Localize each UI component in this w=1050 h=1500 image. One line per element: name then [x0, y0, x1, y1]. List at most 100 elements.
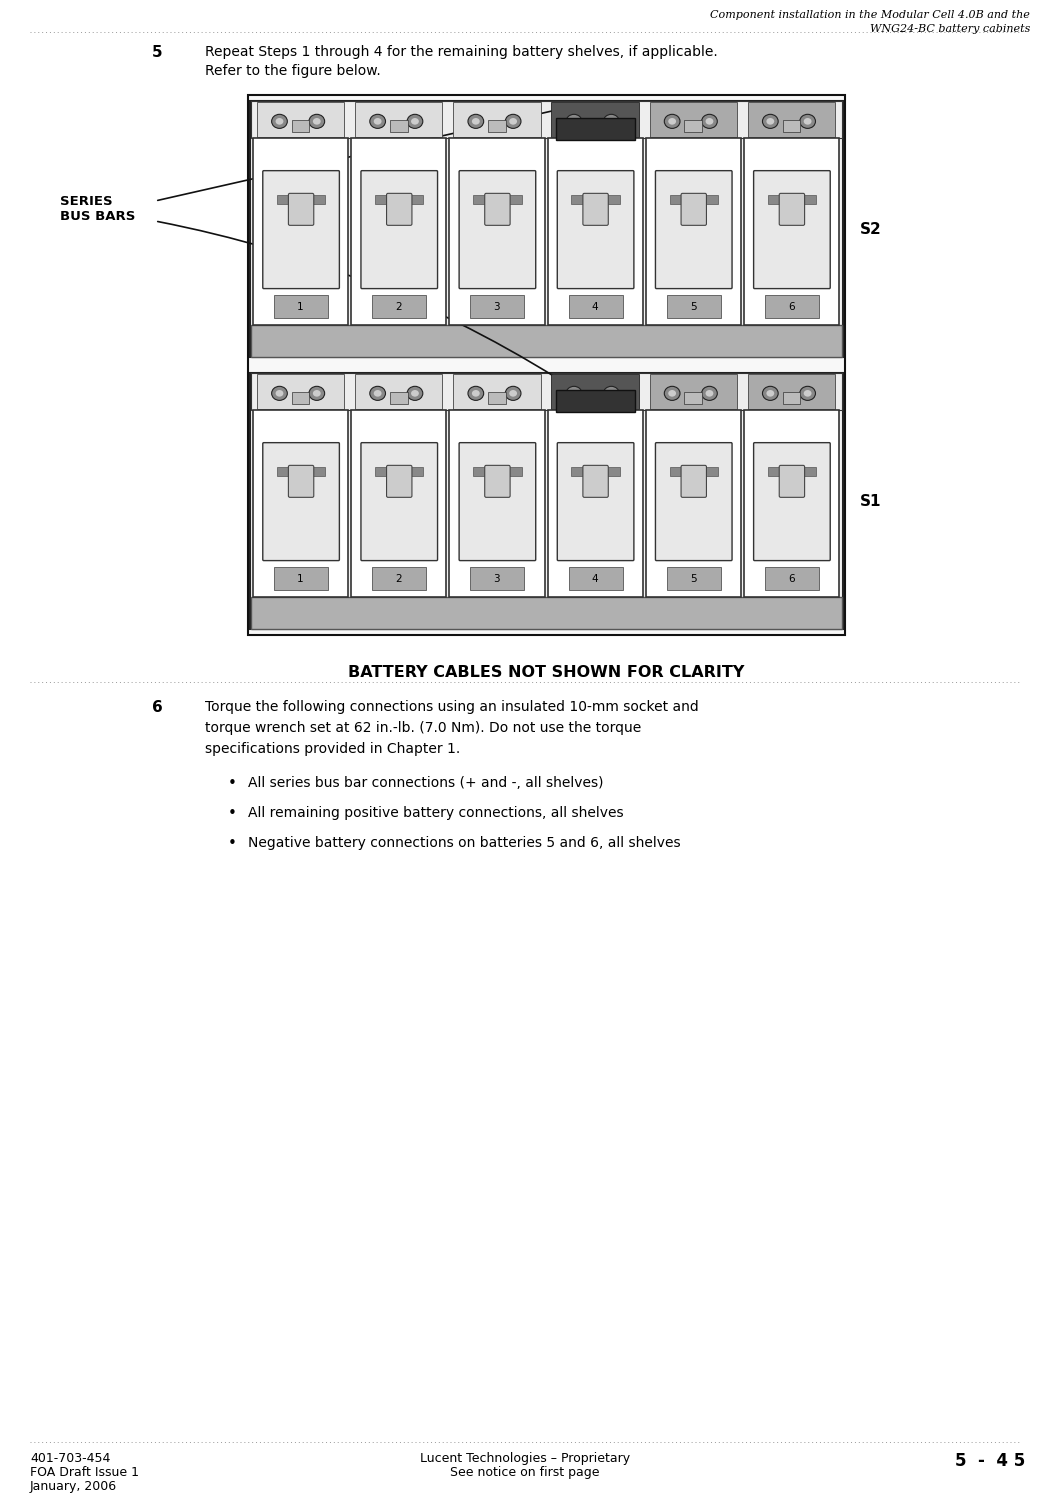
Bar	[646, 410, 741, 597]
Text: 5: 5	[690, 574, 696, 584]
Text: 3: 3	[494, 574, 500, 584]
FancyBboxPatch shape	[459, 171, 536, 288]
FancyBboxPatch shape	[558, 442, 634, 561]
Bar	[488, 392, 506, 405]
FancyBboxPatch shape	[386, 194, 412, 225]
Ellipse shape	[505, 387, 521, 400]
Text: All remaining positive battery connections, all shelves: All remaining positive battery connectio…	[248, 806, 624, 820]
Bar	[373, 567, 426, 590]
FancyBboxPatch shape	[485, 194, 510, 225]
Text: 6: 6	[789, 302, 795, 312]
Bar	[351, 138, 446, 326]
Bar	[685, 120, 702, 132]
Ellipse shape	[607, 390, 615, 396]
Ellipse shape	[762, 114, 778, 129]
Bar	[556, 390, 635, 412]
Bar	[449, 138, 545, 326]
Ellipse shape	[766, 118, 774, 124]
Bar	[556, 117, 635, 140]
Ellipse shape	[566, 387, 582, 400]
Bar	[667, 296, 720, 318]
Text: FOA Draft Issue 1: FOA Draft Issue 1	[30, 1466, 139, 1479]
FancyBboxPatch shape	[681, 194, 707, 225]
Ellipse shape	[706, 118, 713, 124]
Bar	[586, 392, 604, 405]
Ellipse shape	[275, 390, 284, 396]
Text: 4: 4	[592, 302, 598, 312]
Bar	[253, 410, 349, 597]
Bar	[743, 410, 839, 597]
Text: 2: 2	[396, 574, 402, 584]
Bar	[650, 374, 737, 410]
Ellipse shape	[509, 118, 517, 124]
Bar	[375, 195, 423, 204]
Bar	[292, 120, 310, 132]
Ellipse shape	[471, 390, 480, 396]
Bar	[454, 102, 541, 136]
Bar	[488, 120, 506, 132]
Text: 5: 5	[152, 45, 163, 60]
Bar	[782, 392, 800, 405]
Bar	[474, 466, 522, 476]
Bar	[782, 120, 800, 132]
Bar	[251, 597, 842, 628]
Ellipse shape	[370, 114, 385, 129]
Bar	[768, 466, 816, 476]
Bar	[670, 466, 718, 476]
Text: Lucent Technologies – Proprietary: Lucent Technologies – Proprietary	[420, 1452, 630, 1466]
Text: •: •	[228, 806, 237, 820]
Text: 2: 2	[396, 302, 402, 312]
Ellipse shape	[566, 114, 582, 129]
Text: SERIES
BUS BARS: SERIES BUS BARS	[60, 195, 135, 223]
Bar	[449, 410, 545, 597]
FancyBboxPatch shape	[655, 442, 732, 561]
Ellipse shape	[570, 390, 578, 396]
Ellipse shape	[374, 118, 381, 124]
Text: 5: 5	[690, 302, 696, 312]
Text: 4: 4	[592, 574, 598, 584]
Bar	[551, 374, 638, 410]
FancyBboxPatch shape	[289, 465, 314, 498]
Text: 1: 1	[297, 302, 303, 312]
Bar	[250, 374, 843, 628]
FancyBboxPatch shape	[459, 442, 536, 561]
Bar	[764, 296, 819, 318]
Ellipse shape	[407, 387, 423, 400]
Ellipse shape	[374, 390, 381, 396]
Ellipse shape	[766, 390, 774, 396]
Bar	[257, 102, 344, 136]
Bar	[551, 102, 638, 136]
Bar	[569, 567, 623, 590]
Ellipse shape	[570, 118, 578, 124]
Text: All series bus bar connections (+ and -, all shelves): All series bus bar connections (+ and -,…	[248, 776, 604, 790]
Bar	[470, 567, 524, 590]
Ellipse shape	[701, 387, 717, 400]
Ellipse shape	[407, 114, 423, 129]
Bar	[355, 102, 442, 136]
Ellipse shape	[370, 387, 385, 400]
Bar	[355, 374, 442, 410]
Bar	[375, 466, 423, 476]
Bar	[547, 410, 643, 597]
Text: January, 2006: January, 2006	[30, 1480, 118, 1492]
Bar	[257, 374, 344, 410]
Bar	[277, 195, 326, 204]
Text: Repeat Steps 1 through 4 for the remaining battery shelves, if applicable.: Repeat Steps 1 through 4 for the remaini…	[205, 45, 718, 58]
Ellipse shape	[505, 114, 521, 129]
Ellipse shape	[411, 390, 419, 396]
Bar	[250, 100, 843, 357]
FancyBboxPatch shape	[779, 465, 804, 498]
Ellipse shape	[509, 390, 517, 396]
FancyBboxPatch shape	[655, 171, 732, 288]
Text: 401-703-454: 401-703-454	[30, 1452, 110, 1466]
FancyBboxPatch shape	[583, 194, 608, 225]
Text: WNG24-BC battery cabinets: WNG24-BC battery cabinets	[869, 24, 1030, 34]
Bar	[277, 466, 326, 476]
FancyBboxPatch shape	[361, 442, 438, 561]
Text: Torque the following connections using an insulated 10-mm socket and: Torque the following connections using a…	[205, 700, 698, 714]
Ellipse shape	[272, 387, 288, 400]
FancyBboxPatch shape	[779, 194, 804, 225]
Ellipse shape	[668, 118, 676, 124]
Ellipse shape	[313, 390, 320, 396]
Ellipse shape	[468, 387, 484, 400]
